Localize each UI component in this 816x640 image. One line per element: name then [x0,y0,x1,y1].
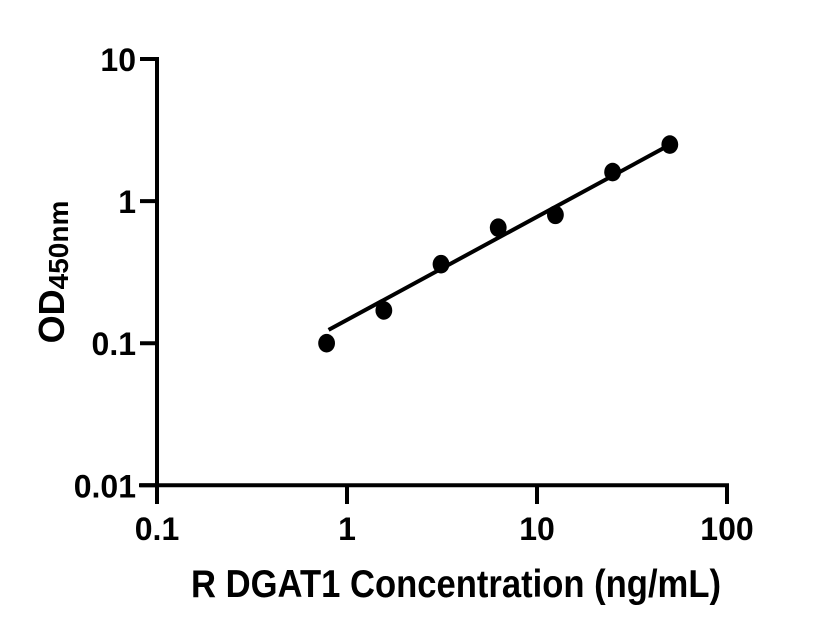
y-axis [140,57,159,504]
y-axis-title-main: OD [31,289,72,343]
x-tick-label: 1 [338,511,356,547]
y-axis-title-sub: 450nm [43,201,74,290]
data-point [661,135,679,154]
y-tick-label: 1 [118,184,136,220]
y-tick-label: 0.1 [92,326,136,362]
y-tick-label: 10 [100,42,136,78]
data-point [375,301,393,320]
y-tick-label: 0.01 [74,468,136,504]
x-tick-label: 10 [519,511,555,547]
x-tick-label: 100 [700,511,753,547]
x-axis-title: R DGAT1 Concentration (ng/mL) [191,563,721,606]
data-point [604,162,622,182]
plot-area: 10 1 0.1 0.01 0.1 1 10 100 [74,42,754,547]
data-point [432,254,450,274]
data-point [318,333,336,353]
data-point [547,205,564,225]
x-tick-label: 0.1 [135,511,179,547]
data-point [489,218,507,237]
y-axis-title: OD450nm [31,201,74,344]
x-axis [139,483,729,504]
